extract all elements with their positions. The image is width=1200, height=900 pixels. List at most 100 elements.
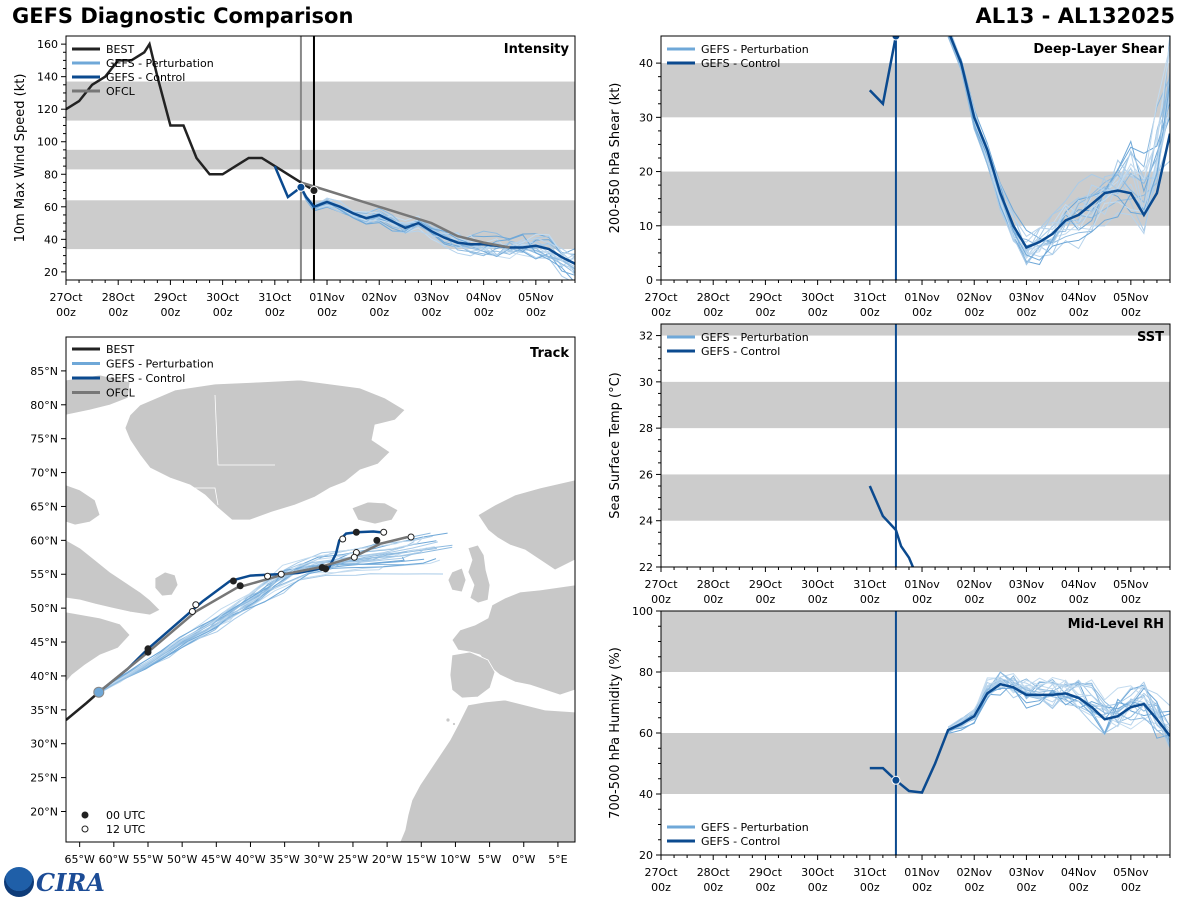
x-tick-hour: 00z (1121, 593, 1141, 606)
x-tick-date: 01Nov (904, 866, 940, 879)
scandinavia (477, 479, 575, 571)
lon-tick-label: 65°W (64, 853, 94, 866)
perturbation-member-line (947, 36, 1170, 247)
track-panel-label: Track (530, 346, 569, 361)
x-tick-hour: 00z (474, 306, 494, 319)
legend-label: OFCL (106, 85, 136, 98)
marker-00utc (352, 528, 360, 536)
lon-tick-label: 20°W (372, 853, 402, 866)
series-line-gefs-control (868, 36, 1170, 250)
lat-tick-label: 35°N (30, 704, 58, 717)
x-tick-hour: 00z (1069, 593, 1089, 606)
x-tick-date: 29Oct (154, 291, 188, 304)
canary-islands (445, 717, 451, 723)
threshold-band (661, 324, 1170, 336)
marker-00utc (229, 577, 237, 585)
legend-label: GEFS - Perturbation (701, 331, 809, 344)
series-marker (296, 182, 306, 192)
x-tick-date: 05Nov (1113, 578, 1149, 591)
noaa-logo-icon (4, 867, 34, 897)
x-tick-date: 29Oct (749, 578, 783, 591)
lat-tick-label: 55°N (30, 568, 58, 581)
perturbation-track-line (98, 546, 453, 694)
lat-tick-label: 45°N (30, 636, 58, 649)
lat-tick-label: 85°N (30, 365, 58, 378)
lat-tick-label: 80°N (30, 399, 58, 412)
legend-label: GEFS - Control (701, 345, 780, 358)
x-tick-hour: 00z (912, 881, 932, 894)
y-tick-label: 30 (639, 111, 653, 124)
x-tick-date: 31Oct (853, 578, 887, 591)
y-tick-label: 26 (639, 468, 653, 481)
y-tick-label: 10 (639, 220, 653, 233)
perturbation-track-line (98, 536, 425, 692)
marker-00utc (144, 648, 152, 656)
legend-label: GEFS - Perturbation (106, 358, 214, 371)
africa (399, 699, 575, 842)
x-tick-hour: 00z (651, 593, 671, 606)
legend-label: GEFS - Control (701, 57, 780, 70)
iceland (351, 501, 399, 525)
threshold-band (66, 81, 575, 121)
rh-panel: 20 40 60 80 100 27Oct 00z 28Oct 00z 29Oct 00z 30Oct… (608, 605, 1171, 894)
baffin-island (66, 484, 101, 526)
x-tick-hour: 00z (1069, 306, 1089, 319)
greenland-border-2 (140, 487, 219, 506)
legend-label: GEFS - Control (106, 71, 185, 84)
lon-tick-label: 50°W (167, 853, 197, 866)
marker-00utc (236, 582, 244, 590)
lon-tick-label: 10°W (440, 853, 470, 866)
x-tick-hour: 00z (808, 593, 828, 606)
x-tick-date: 30Oct (801, 866, 835, 879)
y-axis-label: 700-500 hPa Humidity (%) (608, 647, 623, 819)
marker-00utc (322, 565, 330, 573)
series-marker (309, 186, 319, 196)
series-line-gefs-control (273, 165, 575, 265)
ireland (447, 567, 467, 593)
x-tick-hour: 00z (808, 881, 828, 894)
lon-tick-label: 40°W (235, 853, 265, 866)
x-tick-hour: 00z (860, 306, 880, 319)
y-tick-label: 40 (44, 233, 58, 246)
lon-tick-label: 5°E (548, 853, 567, 866)
x-tick-hour: 00z (161, 306, 181, 319)
track-lines (66, 528, 453, 721)
x-tick-date: 02Nov (361, 291, 397, 304)
legend-label: OFCL (106, 387, 136, 400)
legend-label: GEFS - Control (701, 835, 780, 848)
x-tick-date: 31Oct (853, 291, 887, 304)
lat-tick-label: 50°N (30, 602, 58, 615)
logo-bar: CIRA (4, 866, 105, 898)
marker-12utc (188, 608, 196, 616)
y-tick-label: 32 (639, 330, 653, 343)
threshold-band (661, 63, 1170, 118)
x-tick-date: 27Oct (644, 578, 678, 591)
marker-legend-label: 00 UTC (106, 809, 146, 822)
shear-panel: 0 10 20 30 40 27Oct 00z 28Oct 00z 29Oct 00z 30Oct 00… (608, 35, 1171, 319)
x-tick-date: 01Nov (309, 291, 345, 304)
track-origin-marker (93, 686, 105, 698)
y-tick-label: 28 (639, 422, 653, 435)
x-tick-date: 30Oct (801, 291, 835, 304)
lon-tick-label: 0°W (512, 853, 535, 866)
x-tick-date: 05Nov (1113, 291, 1149, 304)
x-tick-date: 05Nov (1113, 866, 1149, 879)
x-tick-date: 27Oct (644, 866, 678, 879)
marker-12utc (407, 533, 415, 541)
y-tick-label: 20 (44, 266, 58, 279)
x-tick-date: 03Nov (1009, 578, 1045, 591)
lon-tick-label: 60°W (99, 853, 129, 866)
sst-panel-label: SST (1137, 330, 1164, 345)
legend-label: GEFS - Perturbation (106, 57, 214, 70)
x-tick-date: 28Oct (697, 578, 731, 591)
threshold-band (661, 611, 1170, 672)
rh-panel-label: Mid-Level RH (1068, 617, 1164, 632)
x-tick-date: 03Nov (414, 291, 450, 304)
shear-plot-area (661, 36, 1170, 280)
legend-00utc-swatch (81, 811, 89, 819)
intensity-plot-area (66, 36, 575, 280)
x-tick-date: 04Nov (466, 291, 502, 304)
x-tick-date: 29Oct (749, 291, 783, 304)
